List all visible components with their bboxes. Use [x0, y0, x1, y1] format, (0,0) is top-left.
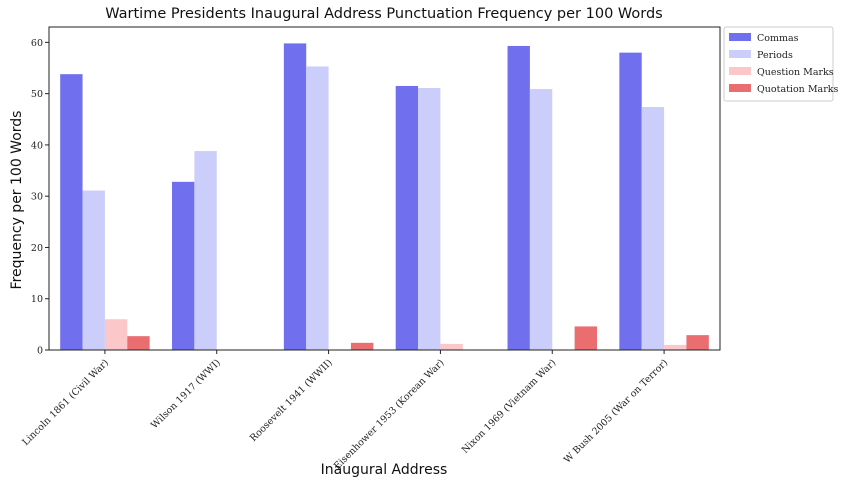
y-tick-label-3: 30: [31, 192, 43, 203]
legend-swatch-commas: [729, 33, 751, 41]
bar-question-marks-3: [440, 343, 463, 350]
bar-question-marks-5: [664, 344, 687, 350]
bar-quotation-marks-5: [686, 335, 709, 350]
chart-title: Wartime Presidents Inaugural Address Pun…: [105, 6, 663, 22]
bar-commas-4: [507, 45, 530, 350]
legend-label-periods: Periods: [757, 50, 793, 61]
bar-commas-0: [60, 74, 83, 351]
bar-commas-1: [172, 181, 195, 350]
y-tick-label-2: 20: [31, 243, 43, 254]
bar-commas-5: [619, 52, 642, 350]
x-tick-label-3: Eisenhower 1953 (Korean War): [332, 357, 447, 472]
x-tick-label-2: Roosevelt 1941 (WWII): [248, 357, 335, 444]
bar-periods-1: [194, 151, 217, 350]
y-tick-label-0: 0: [37, 346, 43, 357]
y-tick-label-4: 40: [31, 140, 43, 151]
y-tick-label-1: 10: [31, 294, 43, 305]
bar-quotation-marks-4: [574, 326, 597, 350]
x-tick-label-5: W Bush 2005 (War on Terror): [562, 357, 670, 465]
bar-periods-5: [641, 106, 665, 350]
bar-periods-2: [306, 66, 329, 350]
x-axis-label: Inaugural Address: [321, 462, 448, 478]
bar-periods-0: [82, 190, 105, 350]
legend-swatch-quotation-marks: [729, 84, 751, 92]
plot-area: 0 10 20 30 40 50 60 Lincoln 1861 (Civil War) Wil…: [20, 26, 721, 472]
bar-periods-4: [529, 89, 553, 350]
legend-label-question-marks: Question Marks: [757, 67, 834, 78]
bar-commas-3: [395, 85, 419, 351]
bar-commas-2: [283, 43, 307, 350]
y-axis-label: Frequency per 100 Words: [9, 111, 25, 290]
bar-quotation-marks-0: [127, 336, 150, 350]
x-tick-label-4: Nixon 1969 (Vietnam War): [460, 357, 559, 456]
legend-label-commas: Commas: [757, 33, 799, 44]
legend: Commas Periods Question Marks Quotation Mar…: [723, 26, 839, 102]
bar-quotation-marks-2: [350, 342, 374, 350]
y-tick-label-6: 60: [31, 38, 43, 49]
legend-swatch-periods: [729, 50, 751, 58]
plot-frame: [48, 26, 721, 351]
x-tick-label-1: Wilson 1917 (WWI): [149, 357, 223, 431]
legend-box: [723, 26, 834, 102]
bar-periods-3: [418, 88, 441, 350]
x-tick-label-0: Lincoln 1861 (Civil War): [20, 357, 111, 448]
y-tick-label-5: 50: [31, 89, 43, 100]
legend-swatch-question-marks: [729, 67, 751, 75]
legend-label-quotation-marks: Quotation Marks: [757, 84, 839, 95]
bar-question-marks-0: [104, 319, 128, 350]
